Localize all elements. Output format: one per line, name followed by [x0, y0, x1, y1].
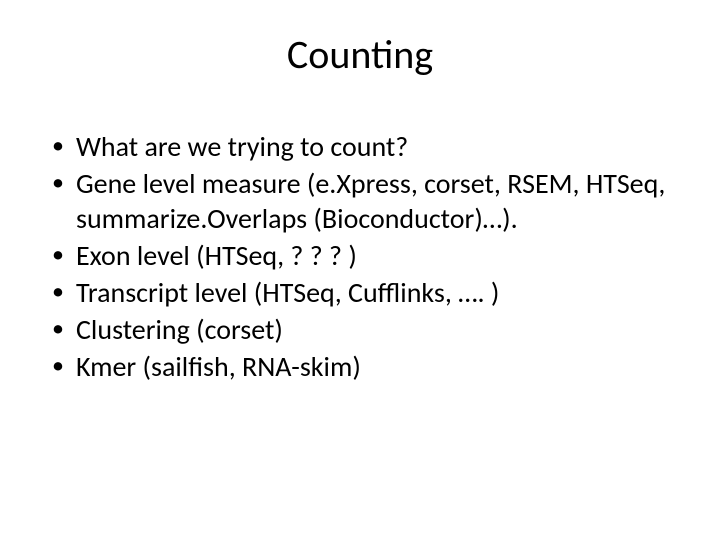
bullet-text: Transcript level (HTSeq, Cufflinks, …. ): [76, 275, 680, 310]
slide-title: Counting: [40, 30, 680, 79]
bullet-icon: •: [52, 238, 76, 273]
list-item: • Gene level measure (e.Xpress, corset, …: [52, 166, 680, 236]
bullet-text: Kmer (sailfish, RNA-skim): [76, 349, 680, 384]
slide-body: • What are we trying to count? • Gene le…: [40, 129, 680, 384]
bullet-icon: •: [52, 312, 76, 347]
list-item: • Kmer (sailfish, RNA-skim): [52, 349, 680, 384]
list-item: • Clustering (corset): [52, 312, 680, 347]
bullet-text: Exon level (HTSeq, ? ? ? ): [76, 238, 680, 273]
bullet-icon: •: [52, 129, 76, 164]
bullet-icon: •: [52, 349, 76, 384]
list-item: • Exon level (HTSeq, ? ? ? ): [52, 238, 680, 273]
bullet-text: Clustering (corset): [76, 312, 680, 347]
slide: Counting • What are we trying to count? …: [0, 0, 720, 540]
list-item: • Transcript level (HTSeq, Cufflinks, ….…: [52, 275, 680, 310]
list-item: • What are we trying to count?: [52, 129, 680, 164]
bullet-text: What are we trying to count?: [76, 129, 680, 164]
bullet-text: Gene level measure (e.Xpress, corset, RS…: [76, 166, 680, 236]
bullet-icon: •: [52, 166, 76, 201]
bullet-icon: •: [52, 275, 76, 310]
